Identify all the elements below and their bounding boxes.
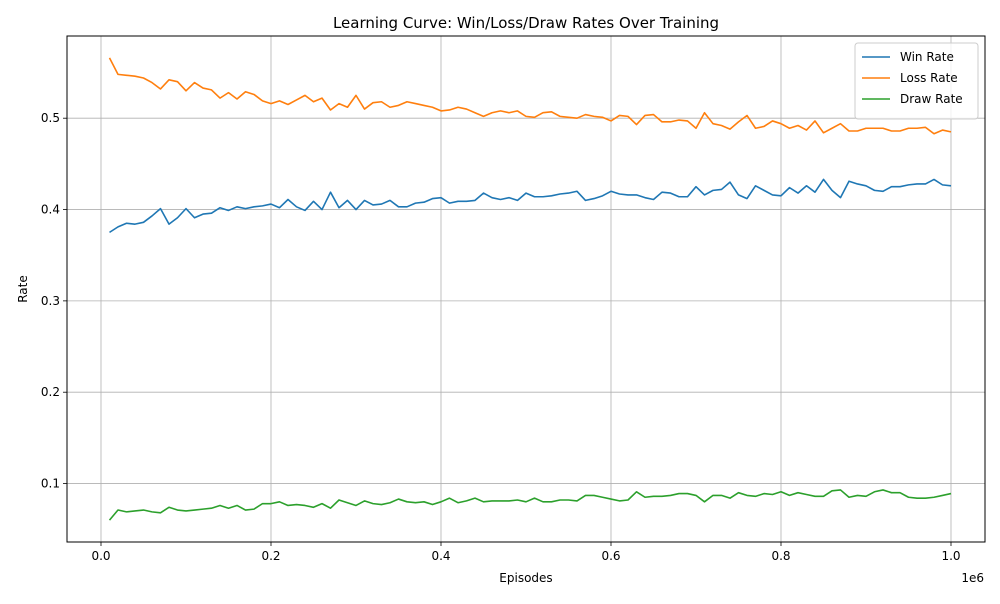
x-axis-label: Episodes	[499, 571, 552, 585]
x-tick-label: 0.2	[261, 549, 280, 563]
x-tick-label: 0.4	[431, 549, 450, 563]
legend-label-loss-rate: Loss Rate	[900, 71, 958, 85]
x-tick-label: 1.0	[941, 549, 960, 563]
y-tick-label: 0.3	[41, 294, 60, 308]
draw-rate-line	[108, 489, 952, 521]
loss-rate-line	[108, 57, 952, 135]
legend-label-draw-rate: Draw Rate	[900, 92, 963, 106]
series-lines	[108, 57, 952, 521]
y-tick-label: 0.5	[41, 111, 60, 125]
grid	[67, 36, 985, 542]
win-rate-line	[109, 178, 952, 234]
chart-title: Learning Curve: Win/Loss/Draw Rates Over…	[333, 14, 719, 32]
y-axis-ticks: 0.1 0.2 0.3 0.4 0.5	[41, 111, 67, 491]
x-tick-label: 0.8	[771, 549, 790, 563]
legend: Win Rate Loss Rate Draw Rate	[854, 42, 979, 120]
x-axis-offset-label: 1e6	[961, 571, 984, 585]
x-axis-ticks: 0.0 0.2 0.4 0.6 0.8 1.0	[91, 542, 961, 563]
legend-box	[854, 42, 979, 120]
y-tick-label: 0.2	[41, 385, 60, 399]
y-tick-label: 0.4	[41, 203, 60, 217]
plot-area	[66, 35, 986, 543]
legend-label-win-rate: Win Rate	[900, 50, 954, 64]
x-tick-label: 0.0	[91, 549, 110, 563]
y-tick-label: 0.1	[41, 477, 60, 491]
y-axis-label: Rate	[16, 275, 30, 303]
x-tick-label: 0.6	[601, 549, 620, 563]
